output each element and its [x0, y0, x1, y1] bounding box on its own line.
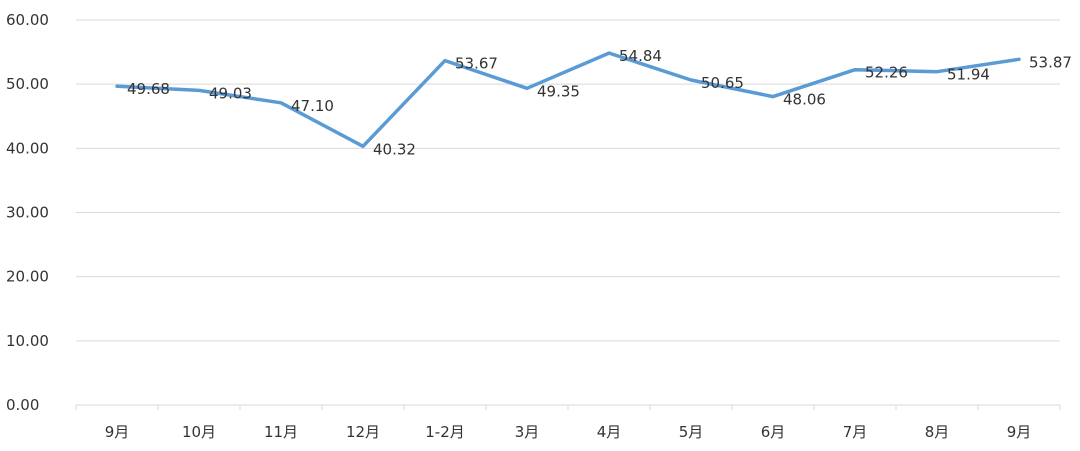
x-tick-label: 12月 — [346, 423, 380, 441]
x-tick-label: 9月 — [105, 423, 130, 441]
series-layer — [115, 51, 1021, 149]
data-label: 49.35 — [537, 82, 580, 100]
x-tick-label: 6月 — [761, 423, 786, 441]
data-label: 49.03 — [209, 84, 252, 102]
data-label: 48.06 — [783, 91, 826, 109]
data-label: 53.87 — [1029, 53, 1072, 71]
data-label: 53.67 — [455, 55, 498, 73]
y-tick-label: 0.00 — [6, 396, 39, 414]
x-tick-label: 8月 — [925, 423, 950, 441]
data-label: 52.26 — [865, 64, 908, 82]
data-label: 40.32 — [373, 140, 416, 158]
x-axis-tick-labels: 9月 10月 11月 12月 1-2月 3月 4月 5月 6月 7月 8月 9月 — [105, 423, 1032, 441]
data-label: 50.65 — [701, 74, 744, 92]
x-tick-label: 5月 — [679, 423, 704, 441]
x-tick-label: 9月 — [1007, 423, 1032, 441]
data-label: 51.94 — [947, 66, 990, 84]
x-tick-label: 7月 — [843, 423, 868, 441]
grid-layer — [75, 19, 1061, 410]
series-line — [115, 51, 1021, 149]
data-label: 47.10 — [291, 97, 334, 115]
y-tick-label: 40.00 — [6, 139, 49, 157]
x-tick-label: 1-2月 — [425, 423, 465, 441]
y-axis-tick-labels: 0.00 10.00 20.00 30.00 40.00 50.00 60.00 — [6, 11, 49, 414]
y-tick-label: 50.00 — [6, 75, 49, 93]
y-tick-label: 20.00 — [6, 268, 49, 286]
x-tick-label: 10月 — [182, 423, 216, 441]
y-tick-label: 60.00 — [6, 11, 49, 29]
data-label: 49.68 — [127, 80, 170, 98]
data-labels-layer: 49.68 49.03 47.10 40.32 53.67 49.35 54.84 50.65… — [127, 47, 1072, 158]
data-label: 54.84 — [619, 47, 662, 65]
x-tick-label: 4月 — [597, 423, 622, 441]
x-tick-label: 11月 — [264, 423, 298, 441]
y-tick-label: 10.00 — [6, 332, 49, 350]
x-tick-label: 3月 — [515, 423, 540, 441]
y-tick-label: 30.00 — [6, 204, 49, 222]
